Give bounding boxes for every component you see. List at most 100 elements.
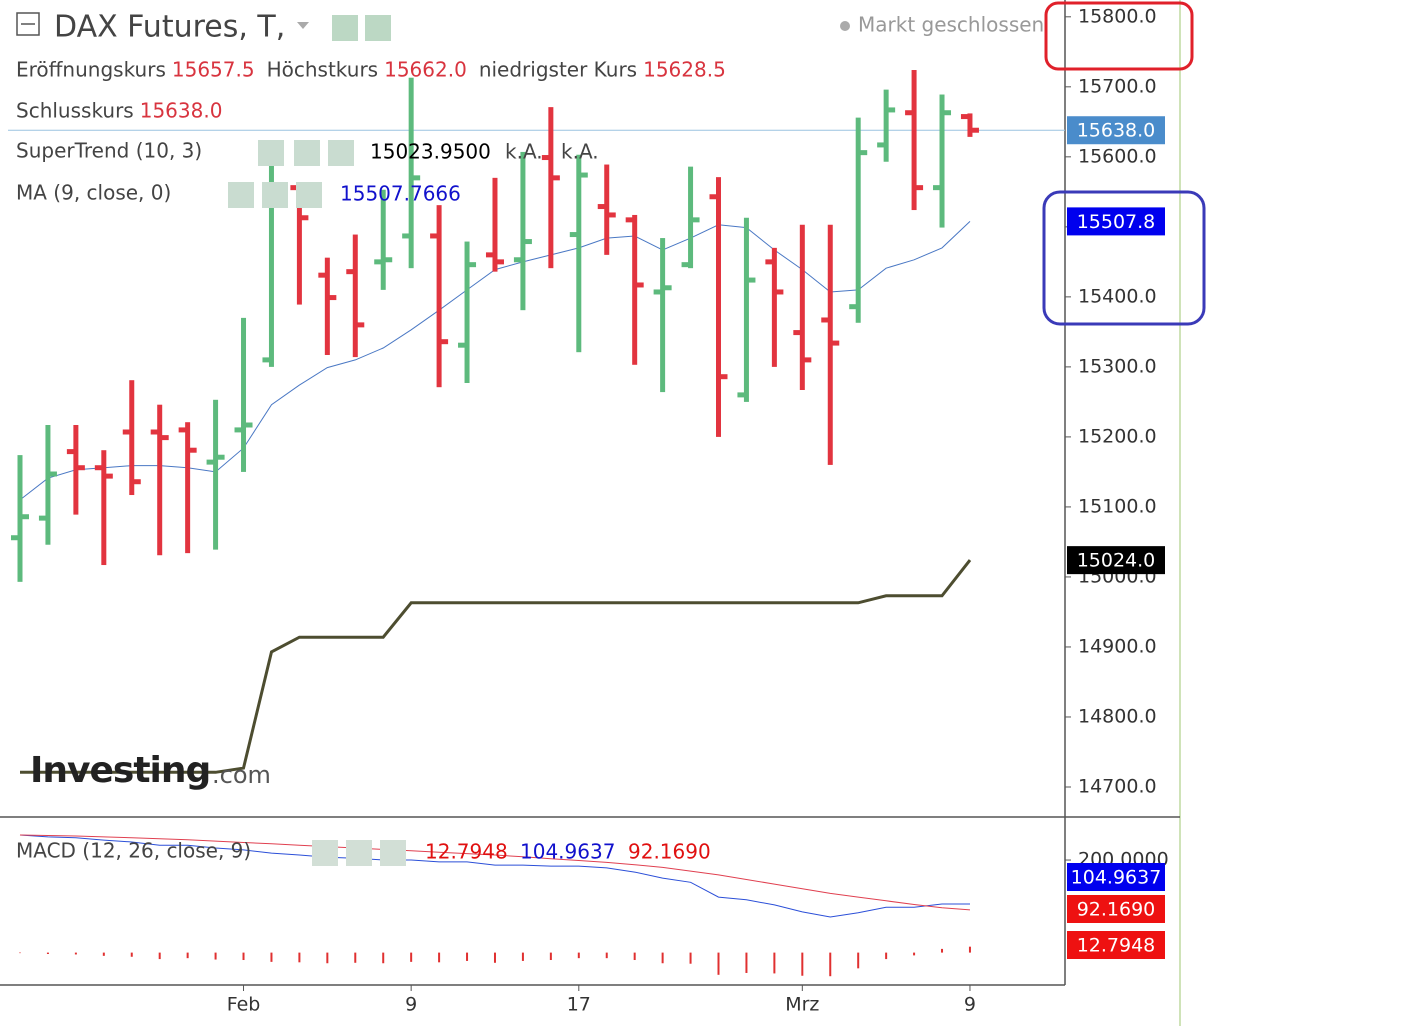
histogram-bar bbox=[438, 952, 441, 963]
eye-button[interactable] bbox=[258, 140, 284, 166]
remove-button[interactable] bbox=[380, 840, 406, 866]
eye-button[interactable] bbox=[312, 840, 338, 866]
price-badge-label: 12.7948 bbox=[1077, 935, 1156, 957]
ohlc-range bbox=[576, 154, 582, 353]
ohlc-range bbox=[632, 214, 638, 365]
ohlc-range bbox=[324, 257, 330, 355]
histogram-bar bbox=[801, 952, 804, 976]
dropdown-arrow[interactable] bbox=[297, 22, 309, 29]
y-tick-label: 15300.0 bbox=[1078, 355, 1157, 377]
ohlc-range bbox=[688, 166, 694, 269]
price-badge-label: 15638.0 bbox=[1077, 120, 1156, 142]
ohlc-range bbox=[771, 247, 777, 367]
histogram-bar bbox=[102, 952, 105, 956]
histogram-bar bbox=[19, 952, 21, 954]
price-axis: 15800.015700.015600.015500.015400.015300… bbox=[1065, 5, 1169, 959]
ohlc-range bbox=[45, 425, 51, 545]
supertrend-value: 15023.9500 bbox=[370, 140, 491, 164]
ohlc-open bbox=[346, 269, 354, 275]
ohlc-open bbox=[905, 110, 913, 116]
histogram-bar bbox=[689, 952, 692, 964]
ohlc-close bbox=[608, 212, 616, 218]
ohlc-range bbox=[883, 89, 889, 162]
price-badge-label: 104.9637 bbox=[1071, 867, 1162, 889]
histogram-bar bbox=[74, 952, 77, 955]
ohlc-close bbox=[720, 374, 728, 380]
ohlc-label: Höchstkurs bbox=[267, 58, 379, 82]
ohlc-open bbox=[933, 185, 941, 191]
ohlc-close bbox=[161, 435, 169, 441]
ohlc-range bbox=[548, 107, 554, 269]
ohlc-open bbox=[206, 459, 214, 465]
ohlc-legend: Eröffnungskurs 15657.5 Höchstkurs 15662.0 ni… bbox=[16, 58, 726, 123]
eye-button[interactable] bbox=[228, 182, 254, 208]
ohlc-open bbox=[653, 289, 661, 295]
ohlc-range bbox=[157, 404, 163, 556]
price-badge-label: 15507.8 bbox=[1077, 211, 1156, 233]
settings-button[interactable] bbox=[294, 140, 320, 166]
chart-title: DAX Futures, T, bbox=[54, 10, 285, 45]
histogram-bar bbox=[382, 952, 385, 964]
ohlc-range bbox=[743, 217, 749, 402]
ohlc-close bbox=[636, 282, 644, 288]
ohlc-label: niedrigster Kurs bbox=[479, 58, 637, 82]
watermark: Investing bbox=[30, 750, 210, 791]
ohlc-close bbox=[580, 172, 588, 178]
histogram-bar bbox=[661, 952, 664, 964]
ohlc-open bbox=[178, 427, 186, 433]
price-badge bbox=[1067, 546, 1165, 575]
ohlc-open bbox=[318, 272, 326, 278]
ohlc-close bbox=[22, 514, 29, 520]
ohlc-close bbox=[496, 259, 504, 265]
remove-button[interactable] bbox=[328, 140, 354, 166]
histogram-bar bbox=[214, 952, 217, 960]
supertrend-value: k.A. bbox=[505, 140, 543, 164]
price-badge-label: 92.1690 bbox=[1077, 899, 1156, 921]
ohlc-close bbox=[301, 215, 309, 221]
remove-button[interactable] bbox=[296, 182, 322, 208]
y-tick-label: 15200.0 bbox=[1078, 425, 1157, 447]
collapse-button[interactable] bbox=[16, 12, 40, 36]
eye-button[interactable] bbox=[332, 15, 358, 41]
histogram-bar bbox=[633, 952, 636, 961]
ohlc-close bbox=[664, 285, 672, 291]
ohlc-range bbox=[716, 177, 721, 437]
histogram-bar bbox=[242, 952, 245, 961]
macd-value: 104.9637 bbox=[520, 840, 615, 864]
ohlc-open bbox=[737, 392, 745, 398]
y-tick-label: 14900.0 bbox=[1078, 635, 1157, 657]
supertrend-label: SuperTrend (10, 3) bbox=[16, 139, 202, 163]
ohlc-open bbox=[290, 185, 298, 191]
ohlc-range bbox=[604, 164, 610, 255]
histogram-bar bbox=[410, 952, 413, 962]
ohlc-open bbox=[960, 114, 968, 120]
ohlc-close bbox=[77, 465, 85, 471]
ohlc-close bbox=[692, 217, 700, 223]
ohlc-open bbox=[150, 429, 158, 435]
settings-button[interactable] bbox=[365, 15, 391, 41]
settings-button[interactable] bbox=[262, 182, 288, 208]
ohlc-close bbox=[441, 339, 449, 345]
x-tick-label: 9 bbox=[405, 994, 417, 1016]
price-badge bbox=[1067, 931, 1165, 959]
x-tick-label: 9 bbox=[964, 994, 976, 1016]
ohlc-open bbox=[430, 233, 438, 239]
histogram-bar bbox=[717, 952, 720, 975]
settings-button[interactable] bbox=[346, 840, 372, 866]
ohlc-open bbox=[122, 429, 130, 435]
ma-value: 15507.7666 bbox=[340, 182, 461, 206]
ohlc-range bbox=[352, 234, 358, 358]
macd-line bbox=[19, 834, 971, 911]
y-tick-label: 15700.0 bbox=[1078, 75, 1157, 97]
ohlc-range bbox=[296, 184, 302, 305]
ohlc-range bbox=[967, 113, 973, 137]
watermark: .com bbox=[212, 761, 271, 789]
ohlc-open bbox=[402, 233, 410, 239]
ohlc-close bbox=[49, 471, 57, 477]
ohlc-close bbox=[552, 175, 560, 181]
ohlc-close bbox=[357, 322, 365, 328]
macd-label: MACD (12, 26, close, 9) bbox=[16, 839, 251, 863]
x-tick-label: 17 bbox=[567, 994, 591, 1016]
market-status: Markt geschlossen bbox=[858, 13, 1044, 37]
